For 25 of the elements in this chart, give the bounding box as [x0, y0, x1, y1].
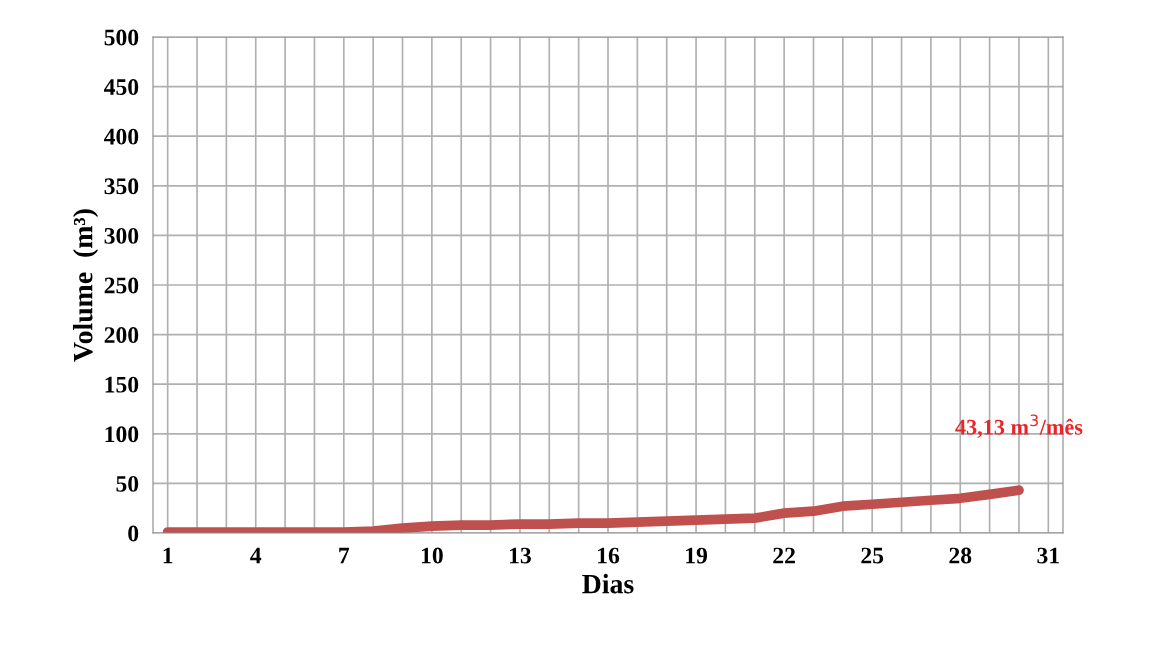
x-tick-label: 31 — [1037, 547, 1059, 564]
x-tick-label: 1 — [163, 547, 173, 564]
y-tick-label: 250 — [104, 277, 139, 294]
x-axis-title: Dias — [582, 573, 634, 594]
x-tick-label: 4 — [250, 547, 262, 564]
x-tick-label: 19 — [686, 547, 708, 564]
y-tick-label: 200 — [104, 327, 139, 344]
x-tick-label: 16 — [598, 547, 620, 564]
annotation: 43,13 m$^{3}$/mês — [955, 414, 1083, 438]
x-tick-label: 13 — [510, 547, 531, 564]
y-tick-label: 300 — [104, 227, 139, 244]
y-axis-title: Volume (m³) — [72, 209, 99, 362]
y-tick-label: 100 — [105, 426, 139, 443]
y-tick-label: 150 — [105, 376, 139, 393]
x-tick-label: 28 — [949, 547, 972, 564]
x-tick-label: 10 — [421, 547, 443, 564]
y-tick-label: 50 — [116, 475, 139, 492]
y-tick-label: 0 — [128, 525, 139, 542]
x-tick-label: 22 — [773, 547, 795, 564]
y-tick-label: 400 — [104, 128, 139, 145]
y-tick-label: 500 — [104, 29, 139, 46]
x-tick-label: 25 — [861, 547, 884, 564]
x-tick-label: 7 — [339, 547, 350, 564]
y-tick-label: 350 — [104, 178, 139, 195]
y-tick-label: 450 — [104, 79, 139, 96]
